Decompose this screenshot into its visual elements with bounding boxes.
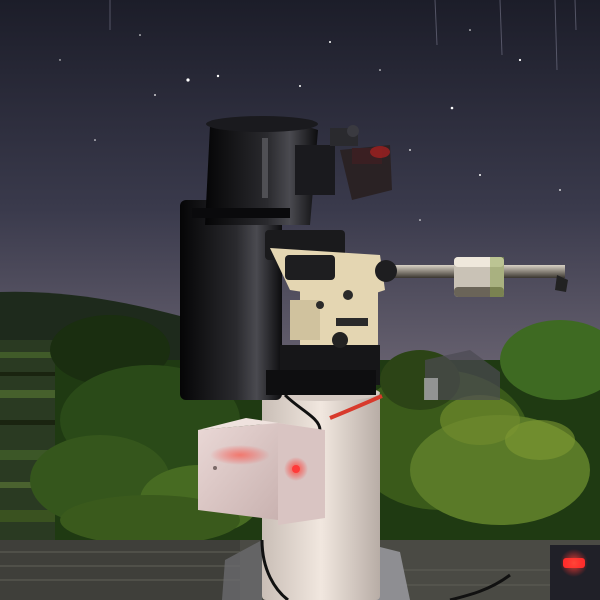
camera-focuser	[295, 125, 392, 200]
equatorial-mount	[265, 230, 385, 395]
status-led	[284, 457, 308, 481]
optical-tube	[180, 116, 318, 400]
stars	[59, 29, 561, 221]
distant-house	[424, 350, 500, 400]
red-cable	[329, 394, 383, 420]
black-cables	[260, 393, 511, 600]
box-screw	[213, 466, 217, 470]
car-tail-light	[550, 545, 600, 600]
counterweight	[454, 257, 504, 297]
star-trails	[109, 0, 577, 71]
